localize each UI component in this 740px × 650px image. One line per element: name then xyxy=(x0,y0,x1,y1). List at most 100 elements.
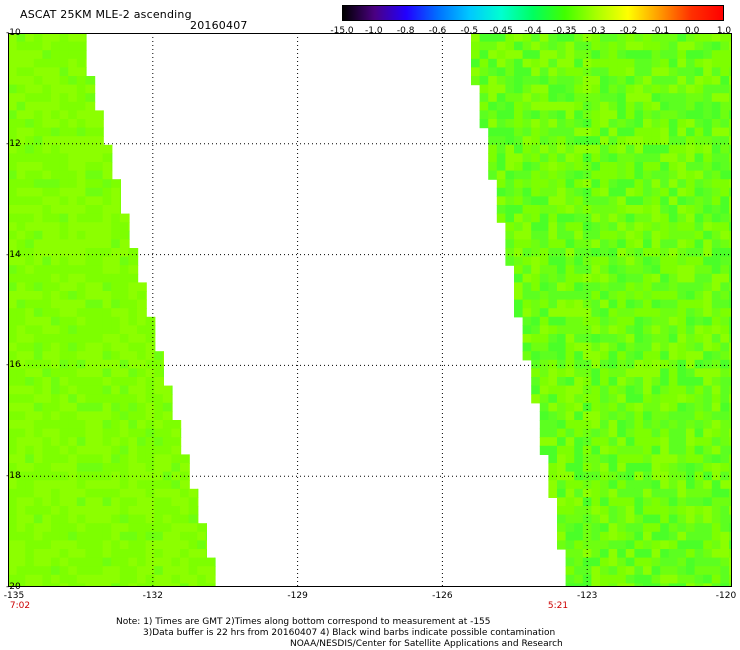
swath-cell xyxy=(42,359,52,369)
swath-cell xyxy=(729,170,732,180)
swath-cell xyxy=(128,540,138,550)
swath-cell xyxy=(591,230,601,240)
swath-cell xyxy=(677,471,687,481)
swath-cell xyxy=(651,162,661,172)
swath-cell xyxy=(42,514,52,524)
swath-cell xyxy=(42,394,52,404)
swath-cell xyxy=(33,50,43,60)
swath-cell xyxy=(539,84,549,94)
swath-cell xyxy=(625,110,635,120)
swath-cell xyxy=(574,273,584,283)
swath-cell xyxy=(128,213,130,223)
swath-cell xyxy=(617,136,627,146)
swath-cell xyxy=(51,377,61,387)
swath-cell xyxy=(531,394,541,404)
swath-cell xyxy=(634,50,644,60)
swath-cell xyxy=(694,497,704,507)
swath-cell xyxy=(634,420,644,430)
swath-cell xyxy=(582,566,592,576)
swath-cell xyxy=(522,110,532,120)
swath-cell xyxy=(660,514,670,524)
swath-cell xyxy=(8,153,18,163)
swath-cell xyxy=(16,566,26,576)
swath-cell xyxy=(42,574,52,584)
swath-cell xyxy=(591,497,601,507)
swath-cell xyxy=(25,299,35,309)
swath-cell xyxy=(68,144,78,154)
swath-cell xyxy=(557,351,567,361)
swath-cell xyxy=(600,222,610,232)
swath-cell xyxy=(102,506,112,516)
swath-cell xyxy=(582,359,592,369)
swath-cell xyxy=(25,549,35,559)
swath-cell xyxy=(643,325,653,335)
swath-cell xyxy=(496,144,506,154)
swath-cell xyxy=(677,265,687,275)
swath-cell xyxy=(548,230,558,240)
swath-cell xyxy=(42,566,52,576)
swath-cell xyxy=(729,187,732,197)
swath-cell xyxy=(711,488,721,498)
swath-cell xyxy=(102,256,112,266)
swath-cell xyxy=(557,359,567,369)
swath-cell xyxy=(720,308,730,318)
swath-cell xyxy=(608,377,618,387)
swath-cell xyxy=(145,497,155,507)
swath-cell xyxy=(539,342,549,352)
swath-cell xyxy=(608,574,618,584)
swath-cell xyxy=(94,583,104,587)
swath-cell xyxy=(25,213,35,223)
swath-cell xyxy=(711,523,721,533)
swath-cell xyxy=(25,265,35,275)
swath-cell xyxy=(8,377,18,387)
swath-cell xyxy=(720,394,730,404)
swath-cell xyxy=(531,256,541,266)
swath-cell xyxy=(85,454,95,464)
swath-cell xyxy=(703,179,713,189)
swath-cell xyxy=(591,549,601,559)
swath-cell xyxy=(600,531,610,541)
swath-cell xyxy=(51,93,61,103)
swath-cell xyxy=(729,574,732,584)
swath-cell xyxy=(522,93,532,103)
swath-cell xyxy=(677,213,687,223)
swath-cell xyxy=(25,84,35,94)
swath-cell xyxy=(600,136,610,146)
swath-cell xyxy=(496,179,506,189)
swath-cell xyxy=(634,454,644,464)
colorbar-label: -0.4 xyxy=(524,26,542,36)
swath-cell xyxy=(496,58,506,68)
swath-cell xyxy=(668,41,678,51)
swath-cell xyxy=(85,282,95,292)
swath-cell xyxy=(8,497,18,507)
swath-cell xyxy=(42,170,52,180)
swath-cell xyxy=(565,411,575,421)
swath-cell xyxy=(668,377,678,387)
swath-cell xyxy=(102,411,112,421)
swath-cell xyxy=(703,58,713,68)
swath-cell xyxy=(102,351,112,361)
swath-cell xyxy=(582,187,592,197)
swath-cell xyxy=(539,428,549,438)
swath-cell xyxy=(8,282,18,292)
swath-cell xyxy=(660,196,670,206)
swath-cell xyxy=(25,463,35,473)
swath-cell xyxy=(8,265,18,275)
swath-cell xyxy=(197,583,207,587)
swath-cell xyxy=(111,299,121,309)
swath-cell xyxy=(634,187,644,197)
swath-cell xyxy=(565,385,575,395)
swath-cell xyxy=(76,187,86,197)
swath-cell xyxy=(128,359,138,369)
swath-cell xyxy=(119,316,129,326)
swath-cell xyxy=(574,299,584,309)
swath-cell xyxy=(180,514,190,524)
swath-cell xyxy=(162,394,172,404)
swath-cell xyxy=(600,119,610,129)
swath-cell xyxy=(85,256,95,266)
swath-cell xyxy=(574,488,584,498)
swath-cell xyxy=(68,101,78,111)
swath-cell xyxy=(643,136,653,146)
swath-cell xyxy=(496,213,506,223)
swath-cell xyxy=(600,385,610,395)
